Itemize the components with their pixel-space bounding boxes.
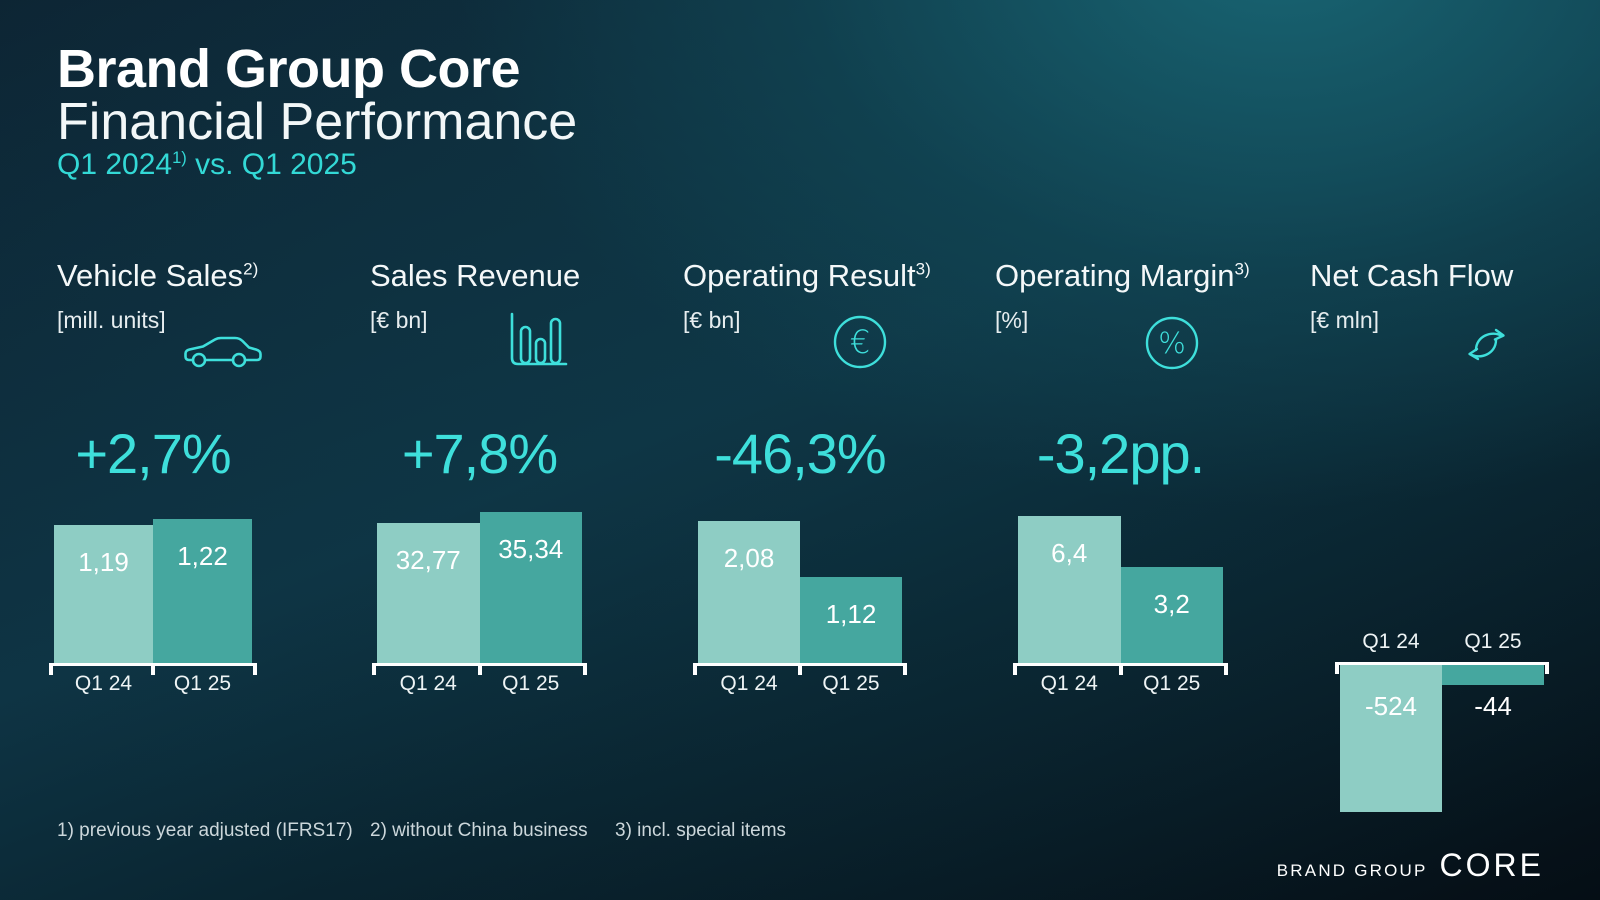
bar-value: 1,12 <box>825 599 877 629</box>
footnote-1: 1) previous year adjusted (IFRS17) <box>57 820 353 841</box>
chart-baseline <box>1013 663 1228 675</box>
category-labels: Q1 24 Q1 25 <box>1018 672 1223 696</box>
bar-value: 2,08 <box>723 543 775 573</box>
metric-header-operating-margin: Operating Margin3) [%] <box>995 258 1250 334</box>
page-subtitle: Financial Performance <box>57 93 578 151</box>
metric-header-sales-revenue: Sales Revenue [€ bn] <box>370 258 580 334</box>
svg-text:%: % <box>1158 326 1186 360</box>
category-label: Q1 25 <box>502 672 560 695</box>
bar-value: 1,19 <box>78 547 129 577</box>
category-label: Q1 24 <box>1040 672 1098 695</box>
chart-operating-margin: -3,2pp. 6,4 3,2 Q1 24 Q1 25 <box>1013 422 1228 695</box>
logo-wordmark: CORE <box>1439 847 1544 883</box>
metric-unit: [€ bn] <box>683 307 741 333</box>
metric-header-vehicle-sales: Vehicle Sales2) [mill. units] <box>57 258 258 334</box>
chart-vehicle-sales: +2,7% 1,19 1,22 Q1 24 Q1 25 <box>49 422 257 695</box>
bar-value: 1,22 <box>177 541 228 571</box>
change-value-operating-result: -46,3% <box>714 422 886 485</box>
bar-q1-25 <box>1442 665 1544 685</box>
bar-q1-25: 35,34 <box>479 512 582 663</box>
bar-q1-24 <box>1340 665 1442 812</box>
bar-q1-24: 1,19 <box>54 525 153 663</box>
bar-q1-24: 2,08 <box>698 521 800 663</box>
category-label: Q1 24 <box>399 672 457 695</box>
category-label: Q1 25 <box>822 672 880 695</box>
bar-value: -524 <box>1364 691 1418 721</box>
bar-value: 6,4 <box>1051 538 1088 568</box>
category-label: Q1 25 <box>173 672 232 695</box>
footnote-ref: 2) <box>243 259 259 279</box>
svg-text:€: € <box>850 323 870 361</box>
footnote-2: 2) without China business <box>370 820 588 841</box>
metric-title: Net Cash Flow <box>1310 258 1514 293</box>
metric-unit: [%] <box>995 307 1029 333</box>
change-value-sales-revenue: +7,8% <box>401 422 558 485</box>
chart-sales-revenue: +7,8% 32,77 35,34 Q1 24 Q1 25 <box>372 422 587 695</box>
category-labels: Q1 24 Q1 25 <box>698 672 902 696</box>
metric-unit: [€ mln] <box>1310 307 1380 333</box>
bar-q1-25: 3,2 <box>1120 567 1223 663</box>
page-title: Brand Group Core <box>57 39 521 99</box>
period-comparison: Q1 20241) vs. Q1 2025 <box>57 148 357 182</box>
category-label: Q1 25 <box>1464 630 1522 653</box>
logo-brand-text: BRAND GROUP <box>1276 861 1428 880</box>
category-labels: Q1 24 Q1 25 <box>1340 630 1544 654</box>
metric-header-operating-result: Operating Result3) [€ bn] <box>683 258 931 334</box>
bar-q1-24: 32,77 <box>377 523 480 663</box>
metric-header-net-cash-flow: Net Cash Flow [€ mln] <box>1310 258 1513 334</box>
metric-unit: [€ bn] <box>370 307 428 333</box>
chart-baseline <box>49 663 257 675</box>
percent-icon: % <box>1144 315 1200 371</box>
bar-q1-25: 1,22 <box>153 519 252 663</box>
bar-value: 3,2 <box>1153 589 1190 619</box>
bar-q1-24: 6,4 <box>1018 516 1121 663</box>
category-label: Q1 24 <box>720 672 778 695</box>
category-labels: Q1 24 Q1 25 <box>54 672 252 696</box>
category-label: Q1 24 <box>74 672 133 695</box>
metric-title: Operating Margin3) <box>995 258 1250 293</box>
chart-baseline <box>372 663 587 675</box>
footnote-ref: 3) <box>915 259 931 279</box>
footnote-ref: 3) <box>1234 259 1250 279</box>
period-rest: vs. Q1 2025 <box>186 148 357 181</box>
category-label: Q1 24 <box>1362 630 1420 653</box>
cash-flow-icon <box>1456 326 1516 366</box>
bar-value: 32,77 <box>395 545 461 575</box>
bar-value: 35,34 <box>498 534 564 564</box>
bar-value: -44 <box>1474 691 1512 721</box>
chart-operating-result: -46,3% 2,08 1,12 Q1 24 Q1 25 <box>693 422 907 695</box>
bar-q1-25: 1,12 <box>800 577 902 663</box>
metric-title: Vehicle Sales2) <box>57 258 259 293</box>
change-value-operating-margin: -3,2pp. <box>1036 422 1205 485</box>
footnote-3: 3) incl. special items <box>615 820 787 841</box>
chart-baseline <box>693 663 907 675</box>
footnote-ref-1: 1) <box>172 149 187 167</box>
chart-net-cash-flow: Q1 24 Q1 25 -524 -44 <box>1335 630 1549 817</box>
change-value-vehicle-sales: +2,7% <box>75 422 231 485</box>
euro-icon: € <box>832 314 888 370</box>
brand-logo: BRAND GROUP CORE <box>1277 847 1544 884</box>
metric-title: Sales Revenue <box>370 258 581 293</box>
period-start: Q1 2024 <box>57 148 173 181</box>
car-icon <box>182 330 264 370</box>
metric-title: Operating Result3) <box>683 258 931 293</box>
bar-chart-icon <box>508 312 570 368</box>
metric-unit: [mill. units] <box>57 307 166 333</box>
category-labels: Q1 24 Q1 25 <box>377 672 582 696</box>
category-label: Q1 25 <box>1143 672 1201 695</box>
